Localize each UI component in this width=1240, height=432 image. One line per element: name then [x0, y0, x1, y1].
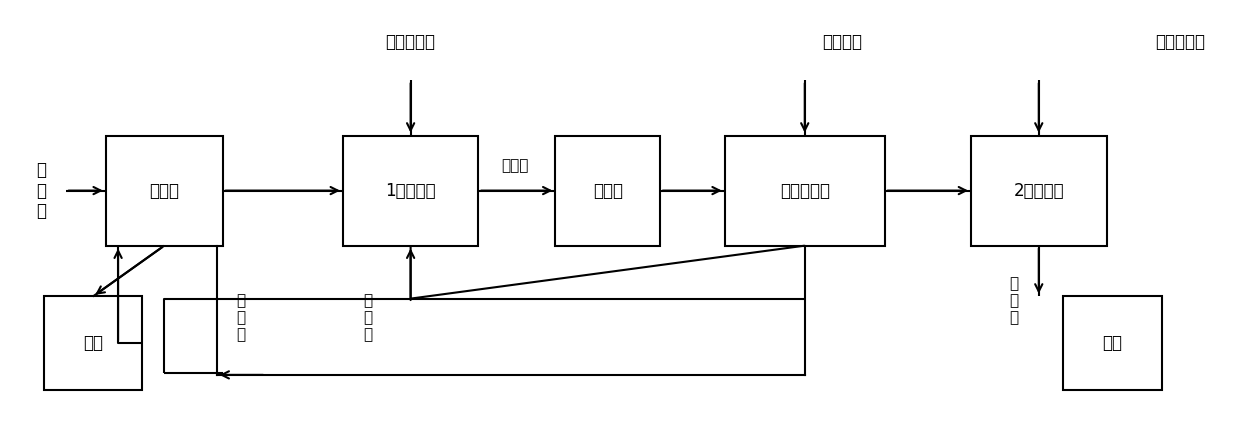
Bar — [971, 136, 1106, 246]
Bar — [43, 296, 143, 390]
Text: 驱
酸
液: 驱 酸 液 — [236, 293, 246, 343]
Text: 水或稀酸液: 水或稀酸液 — [386, 33, 435, 51]
Bar — [105, 136, 223, 246]
Text: 煮洗: 煮洗 — [1102, 334, 1122, 352]
Text: 水或稀酸液: 水或稀酸液 — [1156, 33, 1205, 51]
Text: 酸槽: 酸槽 — [83, 334, 103, 352]
Text: 输
棉
泵: 输 棉 泵 — [1009, 276, 1019, 326]
Bar — [1064, 296, 1162, 390]
Text: 2号洗涤槽: 2号洗涤槽 — [1013, 181, 1064, 200]
Bar — [724, 136, 885, 246]
Text: 洗
涤
液: 洗 涤 液 — [363, 293, 372, 343]
Text: 喷雾化液: 喷雾化液 — [822, 33, 862, 51]
Text: 离心洗涤机: 离心洗涤机 — [780, 181, 830, 200]
Text: 驱酸机: 驱酸机 — [149, 181, 180, 200]
Text: 缓冲槽: 缓冲槽 — [593, 181, 622, 200]
Text: 酸
性
棉: 酸 性 棉 — [36, 161, 46, 220]
Bar — [343, 136, 479, 246]
Text: 输棉泵: 输棉泵 — [502, 158, 529, 173]
Bar — [556, 136, 660, 246]
Text: 1号洗涤槽: 1号洗涤槽 — [386, 181, 436, 200]
